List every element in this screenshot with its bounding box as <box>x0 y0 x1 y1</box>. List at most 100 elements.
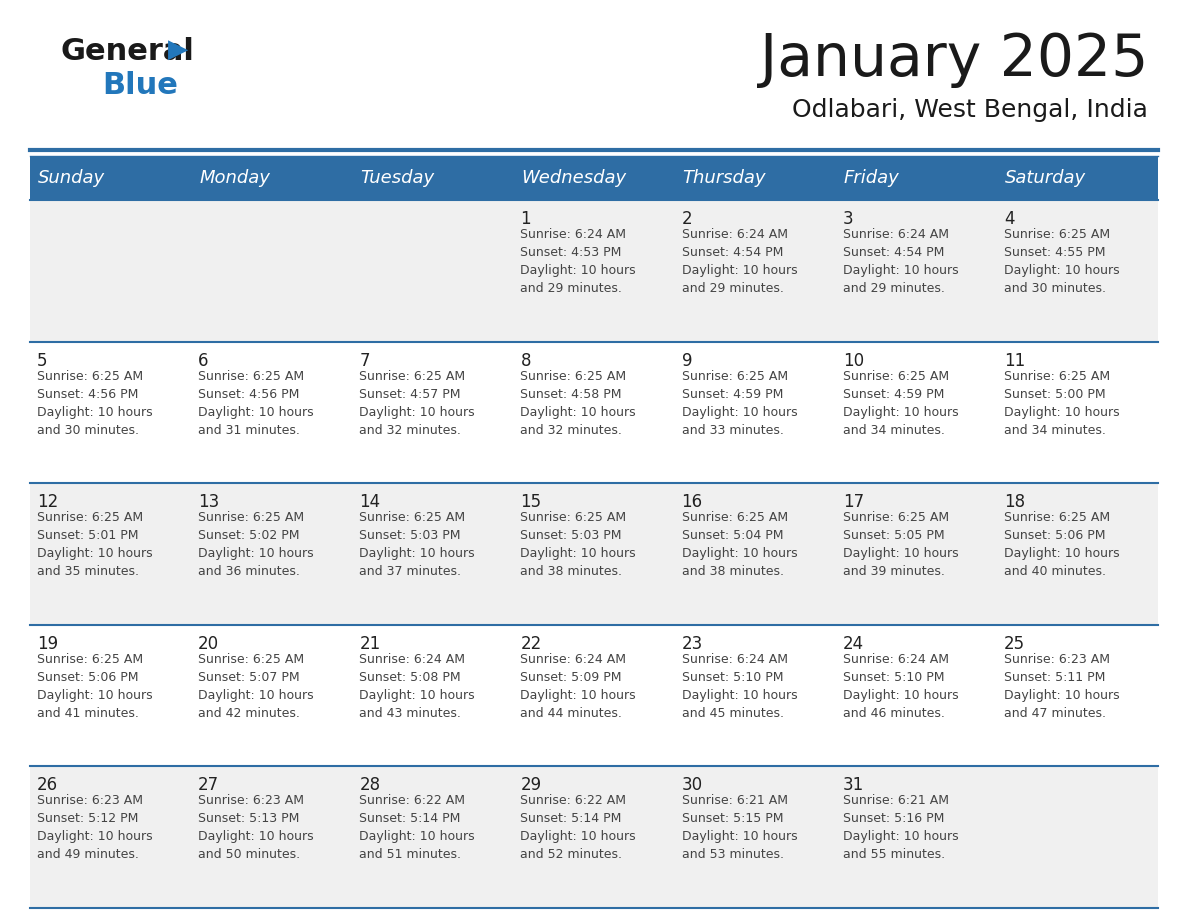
Text: 18: 18 <box>1004 493 1025 511</box>
Text: Sunrise: 6:21 AM
Sunset: 5:15 PM
Daylight: 10 hours
and 53 minutes.: Sunrise: 6:21 AM Sunset: 5:15 PM Dayligh… <box>682 794 797 861</box>
Text: 9: 9 <box>682 352 693 370</box>
Text: Sunrise: 6:22 AM
Sunset: 5:14 PM
Daylight: 10 hours
and 52 minutes.: Sunrise: 6:22 AM Sunset: 5:14 PM Dayligh… <box>520 794 636 861</box>
Text: January 2025: January 2025 <box>759 31 1148 88</box>
Text: 7: 7 <box>359 352 369 370</box>
Text: 23: 23 <box>682 635 703 653</box>
Text: Sunrise: 6:25 AM
Sunset: 4:59 PM
Daylight: 10 hours
and 33 minutes.: Sunrise: 6:25 AM Sunset: 4:59 PM Dayligh… <box>682 370 797 437</box>
Text: 17: 17 <box>842 493 864 511</box>
Bar <box>513 625 675 767</box>
Text: Sunrise: 6:25 AM
Sunset: 4:57 PM
Daylight: 10 hours
and 32 minutes.: Sunrise: 6:25 AM Sunset: 4:57 PM Dayligh… <box>359 370 475 437</box>
Text: 26: 26 <box>37 777 58 794</box>
Bar <box>513 767 675 908</box>
Text: Friday: Friday <box>843 169 899 187</box>
Text: Sunrise: 6:23 AM
Sunset: 5:13 PM
Daylight: 10 hours
and 50 minutes.: Sunrise: 6:23 AM Sunset: 5:13 PM Dayligh… <box>198 794 314 861</box>
Bar <box>191 341 353 483</box>
Text: Sunrise: 6:25 AM
Sunset: 4:58 PM
Daylight: 10 hours
and 32 minutes.: Sunrise: 6:25 AM Sunset: 4:58 PM Dayligh… <box>520 370 636 437</box>
Text: 4: 4 <box>1004 210 1015 228</box>
Text: Sunrise: 6:25 AM
Sunset: 5:06 PM
Daylight: 10 hours
and 40 minutes.: Sunrise: 6:25 AM Sunset: 5:06 PM Dayligh… <box>1004 511 1119 578</box>
Text: 16: 16 <box>682 493 702 511</box>
Bar <box>353 341 513 483</box>
Bar <box>835 483 997 625</box>
Text: 24: 24 <box>842 635 864 653</box>
Text: 28: 28 <box>359 777 380 794</box>
Bar <box>997 156 1158 200</box>
Bar <box>191 625 353 767</box>
Text: Sunrise: 6:25 AM
Sunset: 5:06 PM
Daylight: 10 hours
and 41 minutes.: Sunrise: 6:25 AM Sunset: 5:06 PM Dayligh… <box>37 653 152 720</box>
Text: 5: 5 <box>37 352 48 370</box>
Text: Sunrise: 6:24 AM
Sunset: 5:08 PM
Daylight: 10 hours
and 43 minutes.: Sunrise: 6:24 AM Sunset: 5:08 PM Dayligh… <box>359 653 475 720</box>
Text: Sunrise: 6:25 AM
Sunset: 4:56 PM
Daylight: 10 hours
and 30 minutes.: Sunrise: 6:25 AM Sunset: 4:56 PM Dayligh… <box>37 370 152 437</box>
Bar <box>997 341 1158 483</box>
Bar <box>30 483 191 625</box>
Text: Sunrise: 6:25 AM
Sunset: 5:00 PM
Daylight: 10 hours
and 34 minutes.: Sunrise: 6:25 AM Sunset: 5:00 PM Dayligh… <box>1004 370 1119 437</box>
Text: 11: 11 <box>1004 352 1025 370</box>
Bar <box>675 200 835 341</box>
Bar <box>353 200 513 341</box>
Text: Sunrise: 6:24 AM
Sunset: 4:53 PM
Daylight: 10 hours
and 29 minutes.: Sunrise: 6:24 AM Sunset: 4:53 PM Dayligh… <box>520 228 636 295</box>
Bar <box>997 625 1158 767</box>
Bar <box>353 483 513 625</box>
Text: Sunrise: 6:25 AM
Sunset: 5:01 PM
Daylight: 10 hours
and 35 minutes.: Sunrise: 6:25 AM Sunset: 5:01 PM Dayligh… <box>37 511 152 578</box>
Text: ▶: ▶ <box>168 37 188 63</box>
Bar <box>513 200 675 341</box>
Text: 31: 31 <box>842 777 864 794</box>
Text: Sunrise: 6:24 AM
Sunset: 5:10 PM
Daylight: 10 hours
and 46 minutes.: Sunrise: 6:24 AM Sunset: 5:10 PM Dayligh… <box>842 653 959 720</box>
Bar <box>835 341 997 483</box>
Bar <box>513 156 675 200</box>
Text: Sunrise: 6:24 AM
Sunset: 4:54 PM
Daylight: 10 hours
and 29 minutes.: Sunrise: 6:24 AM Sunset: 4:54 PM Dayligh… <box>842 228 959 295</box>
Text: Sunrise: 6:21 AM
Sunset: 5:16 PM
Daylight: 10 hours
and 55 minutes.: Sunrise: 6:21 AM Sunset: 5:16 PM Dayligh… <box>842 794 959 861</box>
Text: 3: 3 <box>842 210 853 228</box>
Bar <box>997 200 1158 341</box>
Text: Wednesday: Wednesday <box>522 169 626 187</box>
Text: 2: 2 <box>682 210 693 228</box>
Bar <box>835 200 997 341</box>
Bar <box>353 767 513 908</box>
Text: 14: 14 <box>359 493 380 511</box>
Text: Sunrise: 6:25 AM
Sunset: 5:07 PM
Daylight: 10 hours
and 42 minutes.: Sunrise: 6:25 AM Sunset: 5:07 PM Dayligh… <box>198 653 314 720</box>
Bar <box>30 200 191 341</box>
Bar <box>997 767 1158 908</box>
Text: 6: 6 <box>198 352 209 370</box>
Text: 29: 29 <box>520 777 542 794</box>
Bar <box>30 767 191 908</box>
Text: Tuesday: Tuesday <box>360 169 435 187</box>
Bar <box>191 156 353 200</box>
Bar <box>675 483 835 625</box>
Text: General: General <box>61 38 194 66</box>
Text: 19: 19 <box>37 635 58 653</box>
Text: 10: 10 <box>842 352 864 370</box>
Bar <box>30 156 191 200</box>
Text: 8: 8 <box>520 352 531 370</box>
Text: Sunrise: 6:24 AM
Sunset: 5:09 PM
Daylight: 10 hours
and 44 minutes.: Sunrise: 6:24 AM Sunset: 5:09 PM Dayligh… <box>520 653 636 720</box>
Bar <box>30 341 191 483</box>
Bar <box>835 625 997 767</box>
Text: Sunrise: 6:24 AM
Sunset: 4:54 PM
Daylight: 10 hours
and 29 minutes.: Sunrise: 6:24 AM Sunset: 4:54 PM Dayligh… <box>682 228 797 295</box>
Text: 27: 27 <box>198 777 220 794</box>
Bar <box>191 767 353 908</box>
Text: Monday: Monday <box>200 169 270 187</box>
Bar <box>675 156 835 200</box>
Text: 30: 30 <box>682 777 702 794</box>
Bar <box>513 341 675 483</box>
Text: Sunrise: 6:22 AM
Sunset: 5:14 PM
Daylight: 10 hours
and 51 minutes.: Sunrise: 6:22 AM Sunset: 5:14 PM Dayligh… <box>359 794 475 861</box>
Text: 13: 13 <box>198 493 220 511</box>
Bar <box>835 767 997 908</box>
Text: Sunrise: 6:23 AM
Sunset: 5:12 PM
Daylight: 10 hours
and 49 minutes.: Sunrise: 6:23 AM Sunset: 5:12 PM Dayligh… <box>37 794 152 861</box>
Bar <box>191 200 353 341</box>
Text: 15: 15 <box>520 493 542 511</box>
Bar <box>191 483 353 625</box>
Text: Saturday: Saturday <box>1005 169 1086 187</box>
Text: Sunrise: 6:25 AM
Sunset: 4:56 PM
Daylight: 10 hours
and 31 minutes.: Sunrise: 6:25 AM Sunset: 4:56 PM Dayligh… <box>198 370 314 437</box>
Bar <box>997 483 1158 625</box>
Bar <box>353 156 513 200</box>
Text: Sunrise: 6:23 AM
Sunset: 5:11 PM
Daylight: 10 hours
and 47 minutes.: Sunrise: 6:23 AM Sunset: 5:11 PM Dayligh… <box>1004 653 1119 720</box>
Text: Thursday: Thursday <box>683 169 766 187</box>
Text: Sunrise: 6:24 AM
Sunset: 5:10 PM
Daylight: 10 hours
and 45 minutes.: Sunrise: 6:24 AM Sunset: 5:10 PM Dayligh… <box>682 653 797 720</box>
Text: Blue: Blue <box>102 71 178 99</box>
Bar <box>835 156 997 200</box>
Text: Odlabari, West Bengal, India: Odlabari, West Bengal, India <box>792 98 1148 122</box>
Bar <box>513 483 675 625</box>
Bar <box>353 625 513 767</box>
Bar <box>675 341 835 483</box>
Text: 12: 12 <box>37 493 58 511</box>
